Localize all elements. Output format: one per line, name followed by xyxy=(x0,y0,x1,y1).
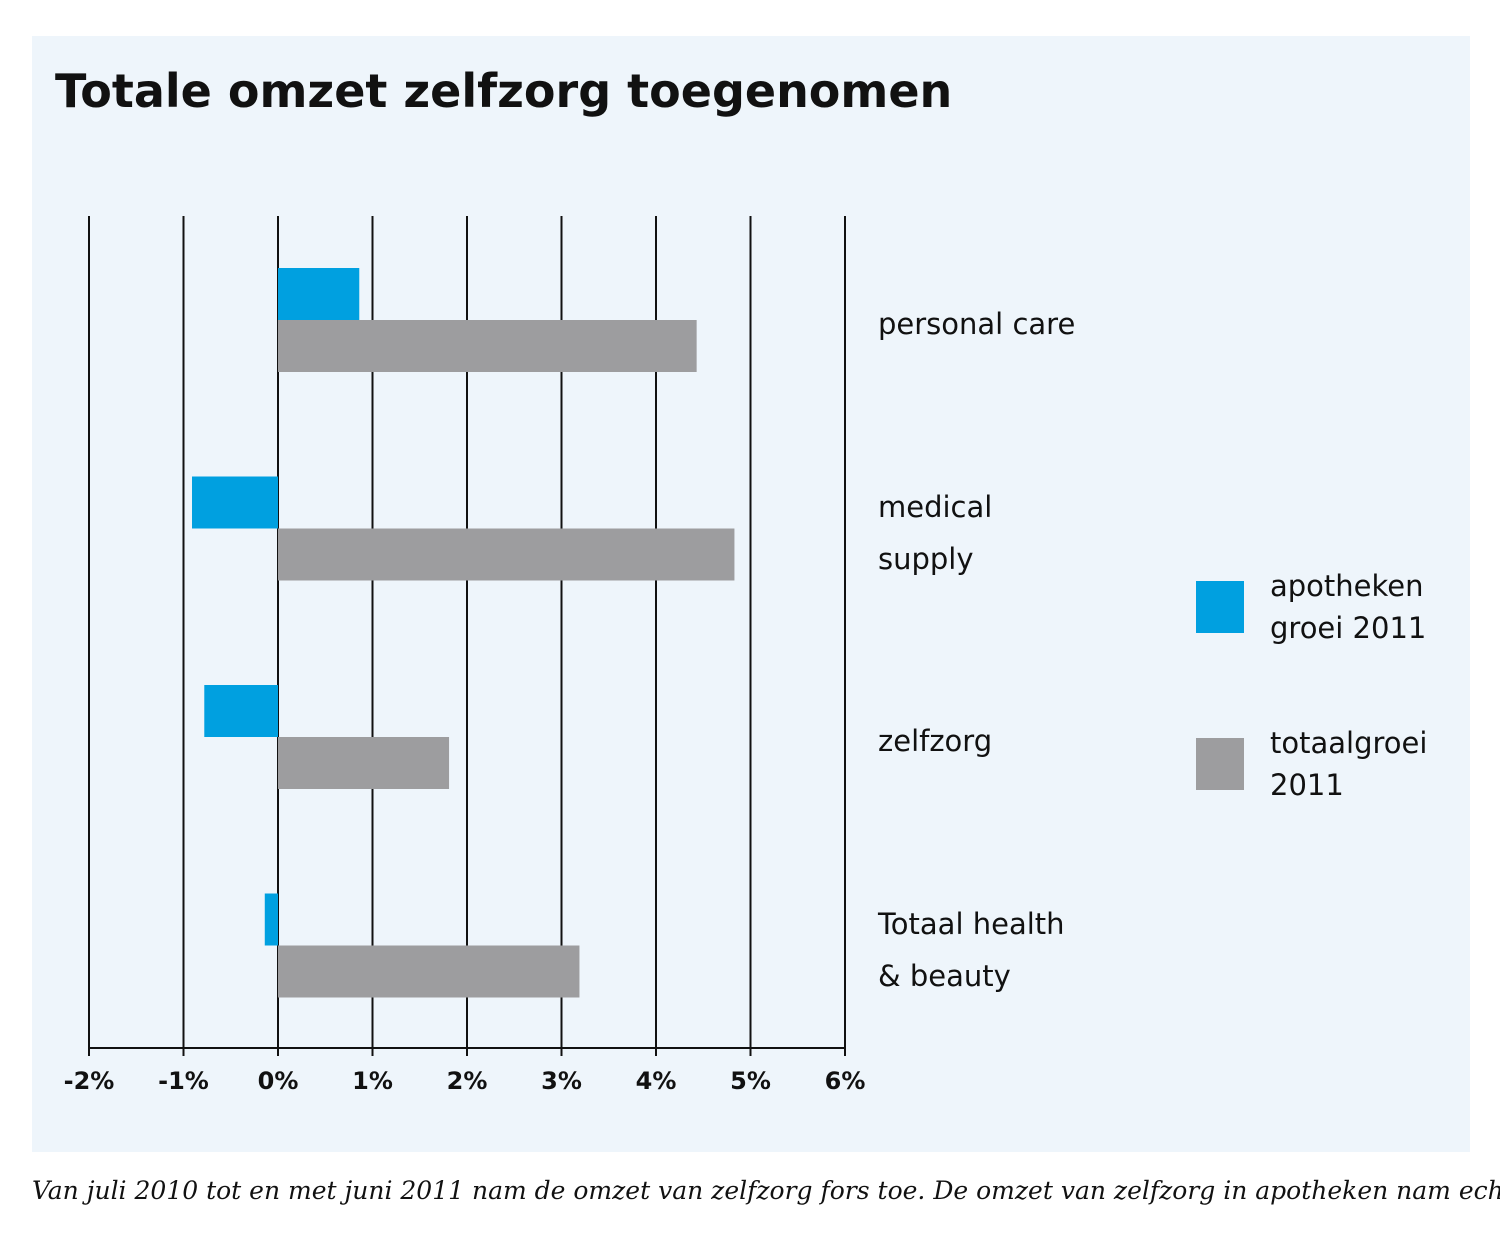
x-tick-label: -1% xyxy=(158,1067,209,1095)
x-tick-label: -2% xyxy=(64,1067,115,1095)
category-label: zelfzorg xyxy=(878,724,993,758)
bar xyxy=(278,737,450,789)
legend-label: totaalgroei 2011 xyxy=(1270,726,1428,802)
bar xyxy=(204,685,278,737)
x-tick-label: 0% xyxy=(258,1067,299,1095)
x-tick-label: 5% xyxy=(730,1067,771,1095)
bar xyxy=(264,893,278,946)
legend-swatch xyxy=(1196,738,1244,790)
bar xyxy=(278,945,580,998)
bar xyxy=(278,528,735,581)
legend-swatch xyxy=(1196,581,1244,633)
x-tick-label: 6% xyxy=(825,1067,866,1095)
bar xyxy=(278,268,360,320)
caption: Van juli 2010 tot en met juni 2011 nam d… xyxy=(32,1176,1500,1205)
category-label: personal care xyxy=(878,307,1076,341)
bar xyxy=(192,476,278,529)
x-tick-label: 1% xyxy=(352,1067,393,1095)
x-tick-label: 3% xyxy=(541,1067,582,1095)
chart-title: Totale omzet zelfzorg toegenomen xyxy=(55,64,953,118)
legend-label: apotheken groei 2011 xyxy=(1270,569,1427,645)
x-tick-label: 4% xyxy=(636,1067,677,1095)
bar xyxy=(278,320,697,372)
x-tick-label: 2% xyxy=(447,1067,488,1095)
category-label: medical supply xyxy=(878,489,993,576)
category-label: Totaal health & beauty xyxy=(878,906,1065,993)
